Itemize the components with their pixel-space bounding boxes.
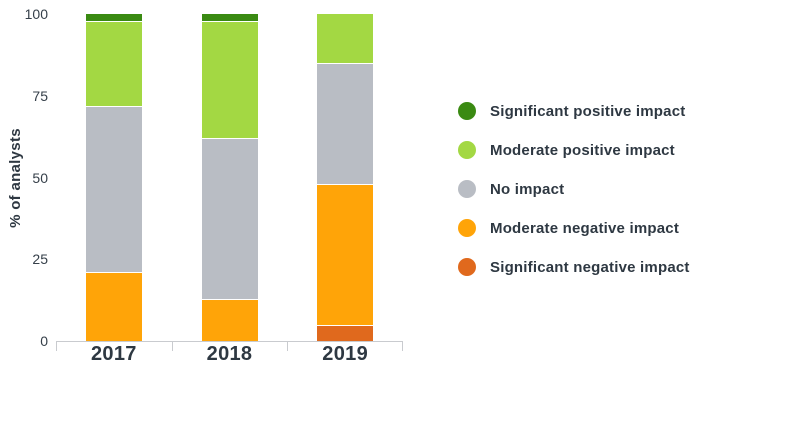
legend-label: Significant positive impact [490, 102, 686, 120]
bar-segment [85, 272, 142, 341]
legend-item: No impact [458, 179, 690, 199]
legend-swatch-icon [458, 219, 476, 237]
legend-item: Significant positive impact [458, 101, 690, 121]
bar-segment [201, 298, 258, 341]
bar-segment [317, 63, 374, 185]
y-tick-label-75: 75 [32, 87, 48, 104]
bar-segment [317, 14, 374, 64]
legend-swatch-icon [458, 141, 476, 159]
x-axis-tick [56, 341, 57, 351]
plot-area [56, 14, 403, 351]
legend-swatch-icon [458, 180, 476, 198]
legend-swatch-icon [458, 258, 476, 276]
legend: Significant positive impact Moderate posi… [458, 101, 690, 277]
legend-item: Significant negative impact [458, 257, 690, 277]
x-axis-tick [172, 341, 173, 351]
y-tick-label-100: 100 [24, 6, 48, 22]
y-tick-label-25: 25 [32, 251, 48, 268]
bar-2018 [201, 14, 258, 341]
legend-item: Moderate positive impact [458, 140, 690, 160]
x-axis-tick [287, 341, 288, 351]
legend-label: Significant negative impact [490, 258, 690, 276]
bar-segment [317, 184, 374, 325]
y-tick-label-0: 0 [40, 333, 48, 349]
x-axis-tick [402, 341, 403, 351]
bar-segment [201, 138, 258, 299]
bar-segment [317, 324, 374, 341]
x-tick-label-2017: 2017 [90, 343, 137, 365]
bar-segment [201, 14, 258, 21]
bar-segment [85, 14, 142, 21]
legend-label: Moderate positive impact [490, 141, 675, 159]
bar-2019 [317, 14, 374, 341]
y-tick-label-50: 50 [32, 169, 48, 186]
bar-2017 [85, 14, 142, 341]
legend-swatch-icon [458, 102, 476, 120]
x-tick-label-2018: 2018 [206, 343, 253, 365]
bar-segment [85, 105, 142, 273]
bar-segment [201, 20, 258, 139]
legend-item: Moderate negative impact [458, 218, 690, 238]
x-tick-label-2019: 2019 [322, 343, 368, 365]
bar-segment [85, 20, 142, 106]
legend-label: Moderate negative impact [490, 219, 680, 237]
legend-label: No impact [490, 180, 565, 198]
